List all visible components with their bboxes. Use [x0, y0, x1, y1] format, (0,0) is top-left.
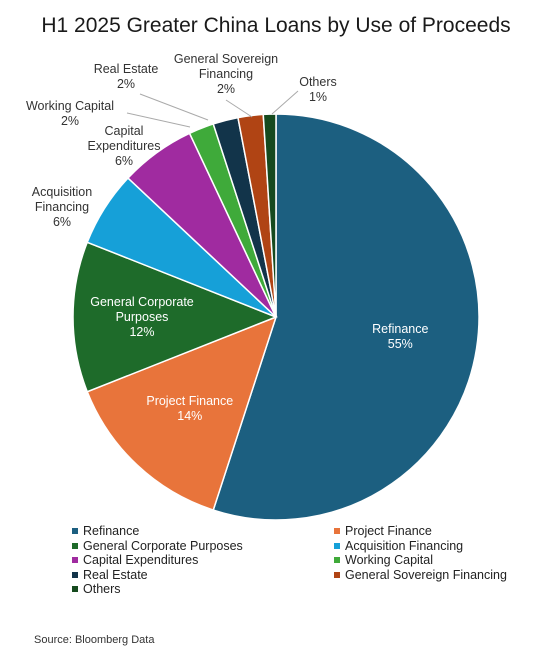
source-note: Source: Bloomberg Data — [34, 634, 155, 646]
data-label-acquisition-financing: Acquisition Financing 6% — [32, 185, 92, 229]
legend-label: General Sovereign Financing — [345, 567, 507, 582]
legend-swatch — [72, 571, 78, 578]
leader-line-working-capital — [126, 112, 191, 128]
legend-swatch — [72, 542, 78, 549]
leader-line-general-sovereign-financing — [225, 99, 253, 118]
legend-item-refinance: Refinance — [72, 524, 334, 539]
pie-chart: Refinance 55% Project Finance 14% General Co… — [26, 52, 480, 520]
data-label-working-capital: Working Capital 2% — [26, 99, 114, 128]
data-label-general-corporate-purposes: General Corporate Purposes 12% — [90, 295, 194, 339]
legend-swatch — [334, 542, 340, 549]
legend-label: Working Capital — [345, 553, 434, 568]
leader-line-real-estate — [139, 93, 209, 121]
legend-label: Others — [83, 582, 121, 597]
legend-label: General Corporate Purposes — [83, 538, 243, 553]
pie-slice-refinance — [212, 113, 480, 520]
legend-swatch — [72, 557, 78, 564]
legend-item-working-capital: Working Capital — [334, 553, 542, 568]
data-label-capital-expenditures: Capital Expenditures 6% — [88, 124, 161, 168]
legend-swatch — [334, 528, 340, 535]
legend-swatch — [334, 571, 340, 578]
legend-label: Capital Expenditures — [83, 553, 199, 568]
leader-line-others — [271, 90, 299, 115]
pie-slice-others — [262, 113, 277, 318]
data-label-real-estate: Real Estate 2% — [94, 62, 159, 91]
legend-item-capital-expenditures: Capital Expenditures — [72, 553, 334, 568]
legend-item-general-sovereign-financing: General Sovereign Financing — [334, 568, 542, 583]
legend-label: Refinance — [83, 524, 140, 539]
chart-title: H1 2025 Greater China Loans by Use of Pr… — [41, 14, 511, 37]
legend-swatch — [334, 557, 340, 564]
legend-item-real-estate: Real Estate — [72, 568, 334, 583]
data-label-others: Others 1% — [299, 75, 337, 104]
legend-swatch — [72, 528, 78, 535]
legend-label: Real Estate — [83, 567, 148, 582]
legend-swatch — [72, 586, 78, 593]
data-label-project-finance: Project Finance 14% — [146, 394, 233, 423]
legend-label: Project Finance — [345, 524, 432, 539]
data-label-refinance: Refinance 55% — [372, 322, 428, 351]
legend: Refinance Project Finance General Corporat… — [72, 524, 542, 597]
pie-slice-project-finance — [86, 315, 278, 512]
legend-item-general-corporate-purposes: General Corporate Purposes — [72, 539, 334, 554]
pie-slice-general-corporate-purposes — [72, 241, 279, 393]
legend-label: Acquisition Financing — [345, 538, 464, 553]
data-label-general-sovereign-financing: General Sovereign Financing 2% — [174, 52, 278, 96]
legend-item-project-finance: Project Finance — [334, 524, 542, 539]
legend-item-acquisition-financing: Acquisition Financing — [334, 539, 542, 554]
legend-item-others: Others — [72, 582, 334, 597]
